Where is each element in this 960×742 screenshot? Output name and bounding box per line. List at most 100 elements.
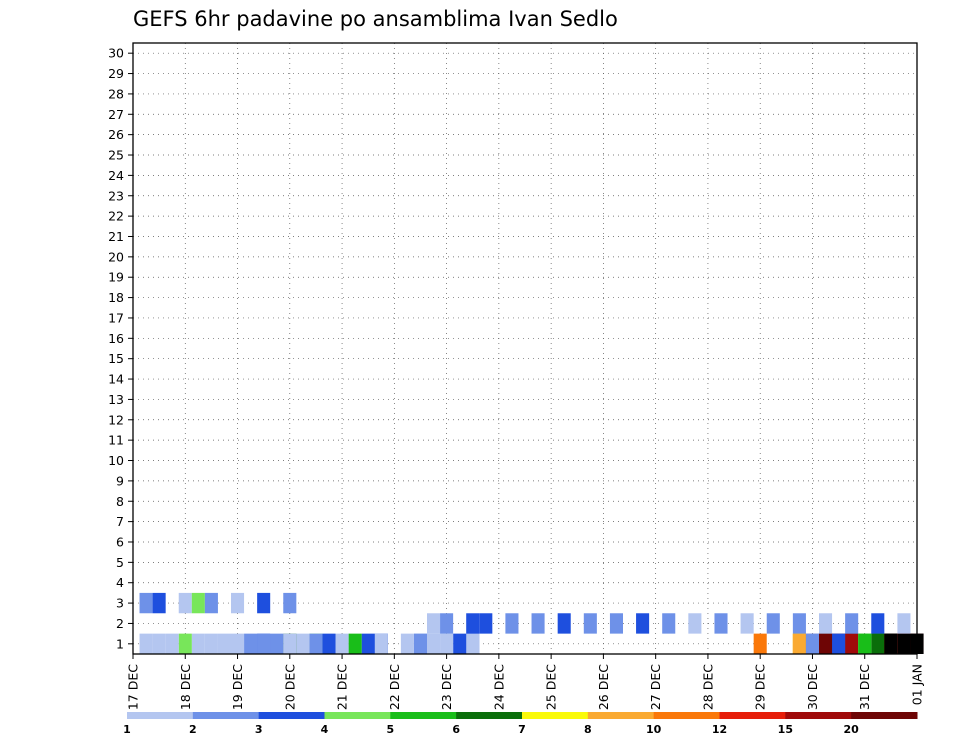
colorbar-swatch bbox=[719, 712, 786, 719]
y-tick-label: 23 bbox=[108, 188, 124, 203]
data-cell bbox=[165, 633, 179, 654]
data-cell bbox=[531, 613, 545, 634]
x-tick-label: 18 DEC bbox=[178, 664, 193, 710]
y-tick-label: 12 bbox=[108, 412, 124, 427]
data-cell bbox=[413, 633, 427, 654]
data-cell bbox=[374, 633, 388, 654]
data-cell bbox=[792, 613, 806, 634]
colorbar-label: 7 bbox=[518, 723, 526, 736]
data-cell bbox=[714, 613, 728, 634]
data-cell bbox=[257, 592, 271, 614]
x-tick-label: 24 DEC bbox=[491, 664, 506, 710]
grid-lines bbox=[132, 43, 918, 654]
data-cell bbox=[139, 633, 153, 654]
data-cell bbox=[244, 633, 258, 654]
y-tick-label: 30 bbox=[108, 46, 124, 61]
data-cell bbox=[897, 613, 911, 634]
data-cell bbox=[152, 633, 166, 654]
colorbar-label: 6 bbox=[452, 723, 460, 736]
data-cell bbox=[871, 613, 885, 634]
colorbar-swatch bbox=[653, 712, 720, 719]
data-cell bbox=[152, 592, 166, 614]
data-cells bbox=[139, 592, 924, 654]
data-cell bbox=[792, 633, 806, 654]
data-cell bbox=[819, 613, 833, 634]
data-cell bbox=[871, 633, 885, 654]
x-tick-label: 26 DEC bbox=[596, 664, 611, 710]
data-cell bbox=[348, 633, 362, 654]
data-cell bbox=[231, 633, 245, 654]
y-tick-label: 13 bbox=[108, 392, 124, 407]
data-cell bbox=[557, 613, 571, 634]
data-cell bbox=[283, 633, 297, 654]
x-tick-label: 20 DEC bbox=[282, 664, 297, 710]
y-tick-label: 1 bbox=[116, 636, 124, 651]
y-tick-label: 8 bbox=[116, 494, 124, 509]
y-tick-label: 16 bbox=[108, 331, 124, 346]
data-cell bbox=[505, 613, 519, 634]
plot-frame bbox=[132, 42, 918, 655]
data-cell bbox=[805, 633, 819, 654]
data-cell bbox=[139, 592, 153, 614]
data-cell bbox=[636, 613, 650, 634]
colorbar-label: 2 bbox=[189, 723, 197, 736]
colorbar-label: 1 bbox=[123, 723, 131, 736]
colorbar-label: 15 bbox=[778, 723, 793, 736]
data-cell bbox=[858, 633, 872, 654]
data-cell bbox=[453, 633, 467, 654]
y-tick-label: 14 bbox=[108, 372, 124, 387]
data-cell bbox=[440, 633, 454, 654]
data-cell bbox=[427, 613, 441, 634]
colorbar-swatch bbox=[324, 712, 391, 719]
y-tick-label: 15 bbox=[108, 351, 124, 366]
data-cell bbox=[178, 633, 192, 654]
x-axis-ticks: 17 DEC 18 DEC 19 DEC 20 DEC 21 DEC 22 DEC 23 D… bbox=[126, 654, 925, 710]
data-cell bbox=[296, 633, 310, 654]
data-cell bbox=[740, 613, 754, 634]
data-cell bbox=[897, 633, 911, 654]
y-tick-label: 17 bbox=[108, 310, 124, 325]
colorbar-label: 5 bbox=[387, 723, 395, 736]
x-tick-label: 25 DEC bbox=[544, 664, 559, 710]
data-cell bbox=[845, 633, 859, 654]
colorbar-swatch bbox=[456, 712, 523, 719]
y-tick-label: 11 bbox=[108, 433, 124, 448]
y-tick-label: 24 bbox=[108, 168, 124, 183]
data-cell bbox=[466, 613, 480, 634]
y-tick-label: 19 bbox=[108, 270, 124, 285]
data-cell bbox=[204, 633, 218, 654]
data-cell bbox=[583, 613, 597, 634]
x-tick-label: 19 DEC bbox=[230, 664, 245, 710]
y-tick-label: 22 bbox=[108, 209, 124, 224]
data-cell bbox=[309, 633, 323, 654]
colorbar-swatch bbox=[127, 712, 194, 719]
data-cell bbox=[322, 633, 336, 654]
y-tick-label: 6 bbox=[116, 534, 124, 549]
data-cell bbox=[884, 633, 898, 654]
data-cell bbox=[688, 613, 702, 634]
data-cell bbox=[662, 613, 676, 634]
y-tick-label: 26 bbox=[108, 127, 124, 142]
y-tick-label: 20 bbox=[108, 249, 124, 264]
x-tick-label: 31 DEC bbox=[857, 664, 872, 710]
colorbar-swatch bbox=[258, 712, 325, 719]
x-tick-label: 28 DEC bbox=[700, 664, 715, 710]
colorbar-swatch bbox=[851, 712, 918, 719]
colorbar-label: 10 bbox=[646, 723, 662, 736]
data-cell bbox=[270, 633, 284, 654]
data-cell bbox=[217, 633, 231, 654]
data-cell bbox=[427, 633, 441, 654]
colorbar-label: 3 bbox=[255, 723, 263, 736]
x-tick-label: 21 DEC bbox=[335, 664, 350, 710]
y-tick-label: 28 bbox=[108, 86, 124, 101]
y-tick-label: 3 bbox=[116, 596, 124, 611]
colorbar-label: 4 bbox=[321, 723, 329, 736]
x-tick-label: 17 DEC bbox=[126, 664, 141, 710]
y-tick-label: 9 bbox=[116, 473, 124, 488]
y-tick-label: 21 bbox=[108, 229, 124, 244]
data-cell bbox=[479, 613, 493, 634]
data-cell bbox=[231, 592, 245, 614]
x-tick-label: 23 DEC bbox=[439, 664, 454, 710]
x-tick-label: 27 DEC bbox=[648, 664, 663, 710]
